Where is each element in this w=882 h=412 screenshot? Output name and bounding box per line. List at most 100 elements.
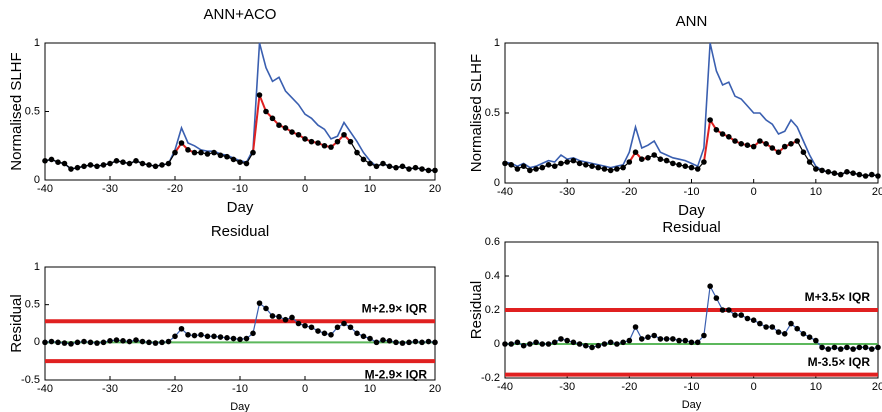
data-point (172, 333, 178, 340)
data-point (514, 339, 521, 346)
data-point (576, 341, 583, 347)
data-point (412, 164, 419, 171)
data-point (607, 167, 614, 174)
data-point (819, 344, 825, 351)
data-point (133, 158, 139, 164)
y-tick-label: 0.6 (485, 236, 500, 248)
data-point (545, 341, 552, 347)
data-point (256, 92, 263, 98)
data-point (315, 140, 321, 146)
y-axis-label: Normalised SLHF (8, 52, 25, 170)
data-point (788, 141, 794, 147)
data-point (663, 157, 670, 164)
y-tick-label: -0.2 (481, 372, 500, 384)
data-point (159, 339, 165, 346)
data-point (198, 332, 204, 338)
data-point (825, 169, 832, 175)
x-tick-label: -30 (559, 381, 575, 393)
data-point (601, 341, 608, 347)
data-point (263, 108, 269, 115)
data-point (682, 337, 689, 344)
x-tick-label: 20 (872, 186, 882, 198)
data-point (289, 314, 295, 321)
data-point (432, 339, 438, 346)
data-point (763, 141, 769, 147)
data-point (68, 166, 74, 172)
highlight-segment (702, 119, 712, 163)
data-point (276, 122, 282, 128)
threshold-label: M-3.5× IQR (808, 355, 871, 369)
subplot: ANN Day Normalised SLHF -40 -30 -20 -10 0 10 20 0 0… (468, 13, 882, 219)
data-point (533, 339, 539, 346)
data-point (191, 332, 198, 339)
data-point (81, 163, 87, 170)
data-point (399, 163, 406, 170)
data-point (856, 344, 863, 351)
x-tick-label: 10 (810, 381, 822, 393)
data-point (502, 341, 508, 347)
x-tick-label: -40 (37, 183, 53, 195)
data-point (831, 344, 838, 351)
data-point (651, 332, 657, 339)
data-point (676, 162, 682, 168)
data-point (211, 333, 217, 340)
data-point (380, 337, 386, 343)
data-point (425, 338, 432, 345)
data-point (107, 160, 113, 167)
data-point (165, 338, 172, 345)
data-point (74, 164, 81, 171)
x-tick-label: 10 (364, 183, 376, 195)
data-point (48, 156, 55, 163)
data-point (139, 160, 146, 167)
data-point (769, 145, 776, 151)
data-point (732, 138, 738, 144)
data-point (551, 163, 558, 169)
threshold-label: M+2.9× IQR (362, 301, 428, 315)
data-point (256, 300, 263, 306)
data-point (393, 339, 399, 346)
data-point (185, 147, 191, 153)
subplot-title: Residual (662, 219, 720, 236)
data-point (217, 334, 224, 340)
data-point (172, 149, 178, 156)
data-point (589, 163, 595, 169)
y-axis-label: Normalised SLHF (468, 54, 485, 172)
data-point (87, 339, 94, 346)
data-point (412, 338, 419, 345)
data-point (800, 149, 807, 155)
y-tick-label: 0.5 (25, 299, 40, 311)
data-point (334, 138, 341, 145)
data-point (726, 134, 732, 140)
data-point (645, 334, 651, 341)
data-point (744, 142, 751, 148)
data-point (243, 160, 250, 167)
subplot-title: ANN+ACO (204, 6, 277, 23)
data-point (806, 159, 813, 165)
data-point (393, 164, 399, 171)
x-axis-label: Day (678, 202, 705, 219)
data-point (68, 341, 74, 347)
data-point (42, 158, 48, 164)
data-point (380, 160, 386, 167)
data-point (862, 344, 869, 351)
data-point (328, 144, 334, 150)
data-point (757, 320, 763, 327)
y-tick-label: 0 (34, 336, 40, 348)
data-point (250, 149, 256, 156)
data-point (159, 162, 165, 168)
x-tick-label: 20 (872, 381, 882, 393)
y-tick-label: 0.2 (485, 304, 500, 316)
x-tick-label: 10 (810, 186, 822, 198)
y-tick-label: -0.5 (21, 374, 40, 386)
data-point (707, 283, 713, 290)
x-tick-label: -20 (621, 186, 637, 198)
data-point (347, 324, 354, 331)
data-point (354, 149, 360, 156)
data-point (61, 160, 68, 167)
data-point (738, 141, 745, 147)
data-point (432, 167, 438, 174)
x-tick-label: -40 (37, 383, 53, 395)
x-tick-label: -30 (102, 383, 118, 395)
data-point (341, 131, 347, 138)
